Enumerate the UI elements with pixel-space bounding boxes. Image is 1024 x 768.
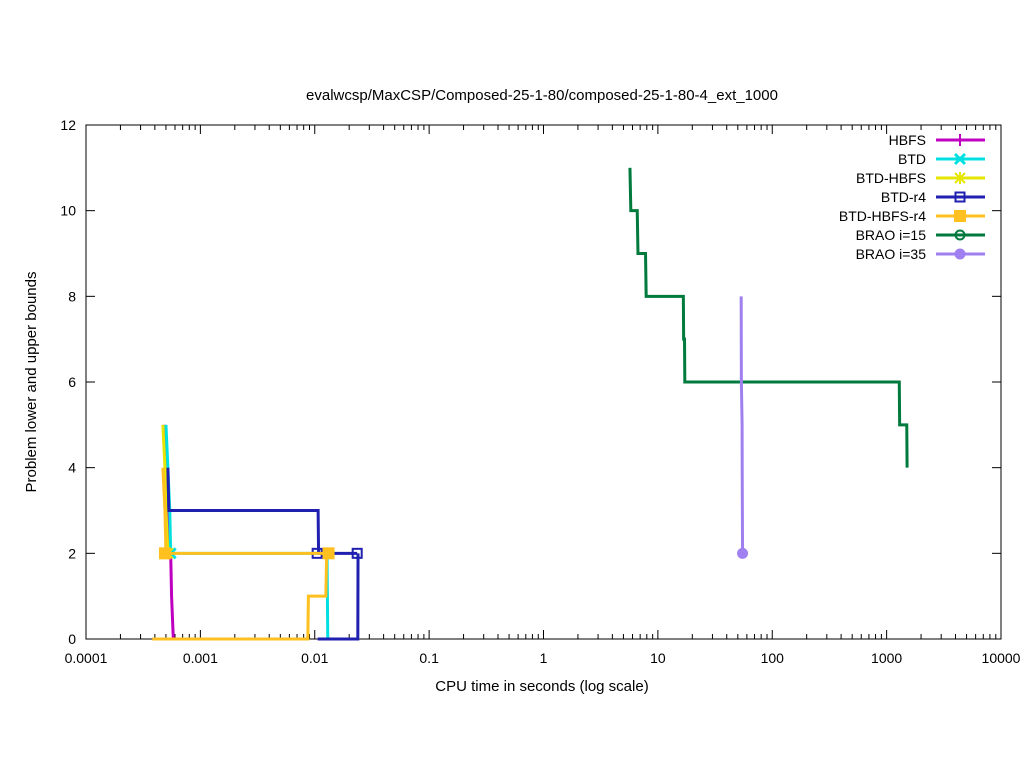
marker-shape [954,248,966,260]
legend-item: BTD-r4 [881,189,985,205]
legend-label: BTD-HBFS-r4 [839,208,926,224]
legend-label: BRAO i=15 [856,227,927,243]
y-tick-label: 0 [68,631,76,647]
x-axis-label: CPU time in seconds (log scale) [435,678,648,695]
marker-shape [954,172,966,184]
legend-label: BRAO i=35 [856,246,927,262]
series-marker [954,191,966,203]
legend-label: HBFS [889,132,926,148]
y-tick-label: 6 [68,374,76,390]
series-marker [954,134,966,146]
marker-shape [954,191,966,203]
series-line-upper [739,296,745,554]
x-tick-label: 1000 [871,650,902,666]
y-axis-label: Problem lower and upper bounds [23,272,40,493]
x-tick-label: 0.01 [301,650,328,666]
legend-item: BRAO i=15 [856,227,985,243]
x-tick-label: 100 [761,650,785,666]
legend-label: BTD-HBFS [856,170,926,186]
y-tick-label: 12 [60,117,76,133]
series-marker [954,172,966,184]
legend: HBFS BTD BTD-HBFS BTD-r4 BTD-HBFS-r4 BRAO i=1… [839,132,985,262]
series-marker [954,210,966,222]
x-tick-label: 0.001 [183,650,218,666]
series-btd [164,424,330,640]
y-tick-label: 8 [68,288,76,304]
series-marker [322,547,335,560]
series-layer [152,167,909,641]
marker-shape [322,547,335,560]
series-marker [158,547,171,560]
axis-ticks: 0.0001 0.001 0.01 0.1 1 10 100 1000 10000 0 2 4 6 8 10… [60,117,1020,666]
series-btd-hbfs-r4 [152,467,335,641]
series-marker [737,547,749,559]
marker-shape [953,152,967,166]
y-tick-label: 4 [68,460,76,476]
legend-label: BTD-r4 [881,189,926,205]
series-line-lower [152,553,329,641]
legend-item: BTD [898,151,985,167]
series-line-lower [317,553,360,641]
legend-label: BTD [898,151,926,167]
marker-shape [737,547,749,559]
series-marker [954,229,966,241]
marker-shape [158,547,171,560]
legend-item: BTD-HBFS-r4 [839,208,985,224]
y-tick-label: 2 [68,545,76,561]
series-brao-i-35 [737,296,749,559]
series-brao-i-15 [628,167,909,468]
marker-shape [954,134,966,146]
x-tick-label: 0.1 [419,650,439,666]
series-line-upper [164,424,330,640]
marker-shape [954,210,966,222]
series-marker [953,152,967,166]
y-tick-label: 10 [60,203,76,219]
legend-item: HBFS [889,132,985,148]
series-line-upper [628,167,909,468]
series-marker [954,248,966,260]
x-tick-label: 1 [540,650,548,666]
legend-item: BTD-HBFS [856,170,985,186]
chart-title: evalwcsp/MaxCSP/Composed-25-1-80/compose… [306,87,778,104]
marker-shape [351,547,363,559]
x-tick-label: 10 [650,650,666,666]
series-marker [351,547,363,559]
series-line-upper [161,467,329,555]
marker-shape [954,229,966,241]
series-line-upper [166,467,358,555]
x-tick-label: 0.0001 [65,650,108,666]
x-tick-label: 10000 [982,650,1021,666]
legend-item: BRAO i=35 [856,246,985,262]
